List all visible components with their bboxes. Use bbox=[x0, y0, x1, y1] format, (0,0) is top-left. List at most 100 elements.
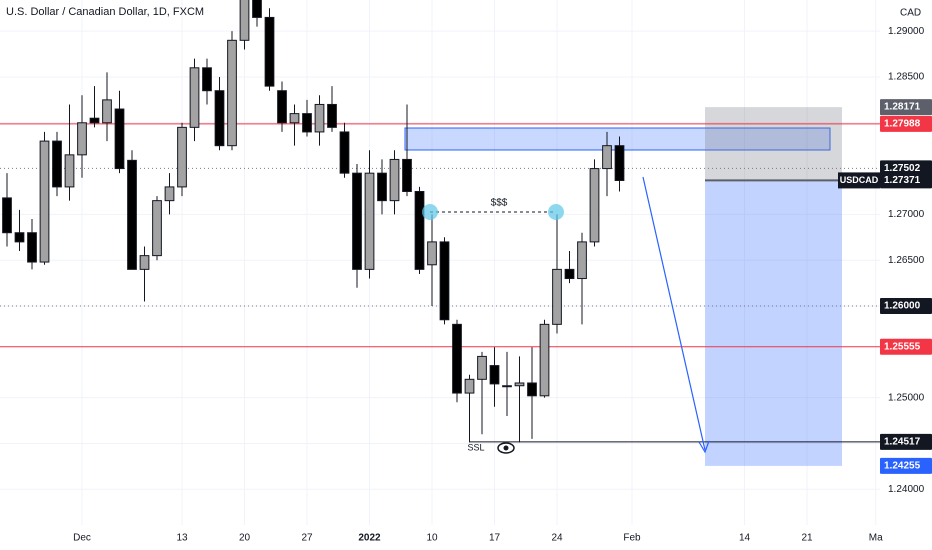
candle-body bbox=[177, 126, 187, 188]
arrow bbox=[642, 176, 706, 451]
x-tick-label: 17 bbox=[489, 533, 501, 544]
candle-body bbox=[339, 131, 350, 174]
candle-body bbox=[252, 0, 262, 18]
price-label: 1.27502 bbox=[884, 163, 921, 174]
price-label-bg bbox=[880, 457, 932, 474]
candle-body bbox=[502, 385, 512, 388]
x-tick-label: 21 bbox=[801, 533, 813, 544]
candle-body bbox=[352, 172, 362, 270]
candle-body bbox=[302, 113, 312, 133]
x-tick-label: 24 bbox=[551, 533, 563, 544]
position-box bbox=[705, 107, 880, 466]
candle-body bbox=[414, 190, 425, 270]
candle-body bbox=[89, 117, 100, 124]
price-label: 1.24517 bbox=[884, 437, 921, 448]
price-label-bg bbox=[880, 160, 932, 177]
candle-body bbox=[77, 122, 87, 156]
y-tick-label: 1.25000 bbox=[888, 392, 925, 403]
candle-body bbox=[564, 268, 575, 280]
candle-body bbox=[452, 323, 462, 394]
candle-body bbox=[164, 186, 175, 202]
candle-body bbox=[402, 158, 412, 192]
candle-body bbox=[39, 140, 50, 263]
candle-body bbox=[64, 154, 75, 188]
candle-body bbox=[439, 241, 450, 321]
candle-body bbox=[364, 172, 375, 270]
x-tick-label: 13 bbox=[176, 533, 188, 544]
candle-body bbox=[102, 99, 112, 124]
price-label: 1.27988 bbox=[884, 119, 921, 130]
price-label-bg bbox=[880, 172, 932, 189]
price-label-bg bbox=[880, 99, 932, 116]
candle-body bbox=[152, 200, 162, 257]
candle-body bbox=[289, 113, 300, 124]
y-tick-label: 1.24000 bbox=[888, 484, 925, 495]
price-label-bg bbox=[880, 115, 932, 132]
x-tick-label: 14 bbox=[739, 533, 751, 544]
candle-body bbox=[27, 232, 37, 263]
arrow-head bbox=[698, 440, 710, 454]
candle-body bbox=[489, 365, 500, 385]
y-axis-label: CAD bbox=[900, 8, 921, 19]
symbol-label-bg bbox=[838, 172, 880, 189]
chart-title: U.S. Dollar / Canadian Dollar, 1D, FXCM bbox=[6, 6, 204, 18]
price-label-bg bbox=[880, 433, 932, 450]
price-label: 1.27371 bbox=[884, 175, 921, 186]
candle-body bbox=[239, 0, 250, 41]
candles bbox=[2, 0, 625, 443]
candle-body bbox=[2, 197, 12, 234]
candle-body bbox=[314, 103, 325, 133]
price-label: 1.28171 bbox=[884, 102, 921, 113]
candle-body bbox=[227, 39, 237, 147]
price-label: 1.26000 bbox=[884, 301, 921, 312]
candle-body bbox=[327, 103, 337, 128]
candle-body bbox=[614, 145, 625, 181]
candle-body bbox=[114, 108, 125, 170]
candle-body bbox=[264, 16, 275, 87]
candle-body bbox=[589, 168, 600, 243]
target-zone bbox=[705, 180, 842, 466]
y-tick-label: 1.26500 bbox=[888, 255, 925, 266]
eye-icon bbox=[497, 442, 515, 454]
candle-body bbox=[127, 159, 137, 270]
candle-body bbox=[427, 241, 437, 266]
price-label-bg bbox=[880, 338, 932, 355]
x-tick-label: 10 bbox=[426, 533, 438, 544]
y-tick-label: 1.29000 bbox=[888, 26, 925, 37]
candle-body bbox=[389, 158, 400, 202]
candle-body bbox=[539, 323, 550, 397]
candle-body bbox=[527, 382, 537, 397]
price-label: 1.25555 bbox=[884, 341, 921, 352]
y-tick-label: 1.28500 bbox=[888, 72, 925, 83]
candle-body bbox=[214, 90, 225, 147]
x-tick-label: 20 bbox=[239, 533, 251, 544]
candle-body bbox=[139, 255, 150, 270]
price-label: 1.24255 bbox=[884, 461, 921, 472]
x-tick-label: 27 bbox=[301, 533, 313, 544]
time-axis bbox=[0, 525, 932, 550]
liquidity-label: $$$ bbox=[491, 198, 508, 209]
candle-body bbox=[14, 232, 25, 243]
symbol-label: USDCAD bbox=[840, 175, 879, 185]
candle-body bbox=[277, 90, 287, 124]
price-label-bg bbox=[880, 298, 932, 315]
candle-body bbox=[377, 172, 387, 202]
candle-body bbox=[202, 67, 212, 92]
liquidity-marker bbox=[548, 204, 564, 220]
x-tick-label: Feb bbox=[623, 533, 641, 544]
axes: 1.240001.245001.250001.260001.265001.270… bbox=[73, 26, 932, 544]
candle-body bbox=[552, 268, 562, 325]
y-tick-label: 1.27000 bbox=[888, 209, 925, 220]
candle-body bbox=[464, 378, 475, 394]
x-tick-label: 2022 bbox=[358, 533, 381, 544]
candle-body bbox=[577, 241, 587, 280]
candle-body bbox=[189, 67, 200, 128]
candle-body bbox=[602, 145, 612, 170]
x-tick-label: Ma bbox=[869, 533, 883, 544]
liquidity-marker bbox=[422, 204, 438, 220]
candle-body bbox=[514, 382, 525, 387]
candle-body bbox=[52, 140, 62, 188]
candle-body bbox=[477, 355, 487, 380]
